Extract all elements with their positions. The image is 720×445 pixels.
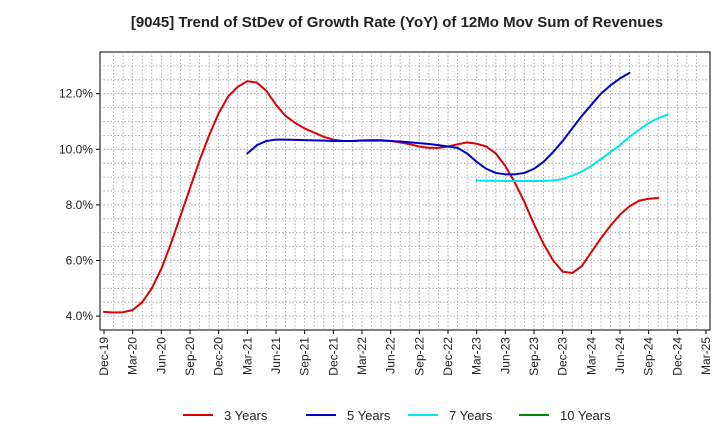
- x-tick-label: Sep-24: [642, 337, 656, 376]
- x-axis: Dec-19 Mar-20 Jun-20 Sep-20 Dec-20 Mar-21 Jun-…: [97, 330, 713, 376]
- x-tick-label: Sep-20: [183, 337, 197, 376]
- series-line-5-years: [246, 71, 631, 176]
- legend: 3 Years 5 Years 7 Years 10 Years: [183, 408, 611, 423]
- x-tick-label: Sep-21: [298, 337, 312, 376]
- x-tick-label: Jun-20: [154, 337, 168, 374]
- x-tick-label: Dec-20: [212, 337, 226, 376]
- x-tick-label: Jun-21: [269, 337, 283, 374]
- y-tick-label: 4.0%: [66, 309, 94, 323]
- legend-label-10-years: 10 Years: [560, 408, 611, 423]
- x-tick-label: Jun-22: [384, 337, 398, 374]
- y-tick-label: 12.0%: [59, 87, 93, 101]
- legend-label-5-years: 5 Years: [347, 408, 391, 423]
- x-tick-label: Mar-25: [699, 337, 713, 375]
- series-line-7-years: [475, 113, 669, 182]
- x-tick-label: Mar-24: [584, 337, 598, 375]
- x-tick-label: Jun-23: [498, 337, 512, 374]
- y-axis: 4.0% 6.0% 8.0% 10.0% 12.0%: [59, 87, 100, 323]
- x-tick-label: Sep-22: [412, 337, 426, 376]
- x-tick-label: Mar-22: [355, 337, 369, 375]
- chart-title: [9045] Trend of StDev of Growth Rate (Yo…: [131, 14, 663, 31]
- grid-layer: [100, 52, 710, 330]
- x-tick-label: Dec-23: [556, 337, 570, 376]
- x-tick-label: Mar-23: [470, 337, 484, 375]
- series-layer: [103, 71, 669, 314]
- x-tick-label: Dec-21: [326, 337, 340, 376]
- x-tick-label: Dec-19: [97, 337, 111, 376]
- x-tick-label: Dec-22: [441, 337, 455, 376]
- x-tick-label: Mar-21: [240, 337, 254, 375]
- y-tick-label: 6.0%: [66, 254, 94, 268]
- x-tick-label: Mar-20: [126, 337, 140, 375]
- x-tick-label: Dec-24: [670, 337, 684, 376]
- legend-label-3-years: 3 Years: [224, 408, 268, 423]
- legend-label-7-years: 7 Years: [449, 408, 493, 423]
- y-tick-label: 10.0%: [59, 142, 93, 156]
- x-tick-label: Jun-24: [613, 337, 627, 374]
- y-tick-label: 8.0%: [66, 198, 94, 212]
- x-tick-label: Sep-23: [527, 337, 541, 376]
